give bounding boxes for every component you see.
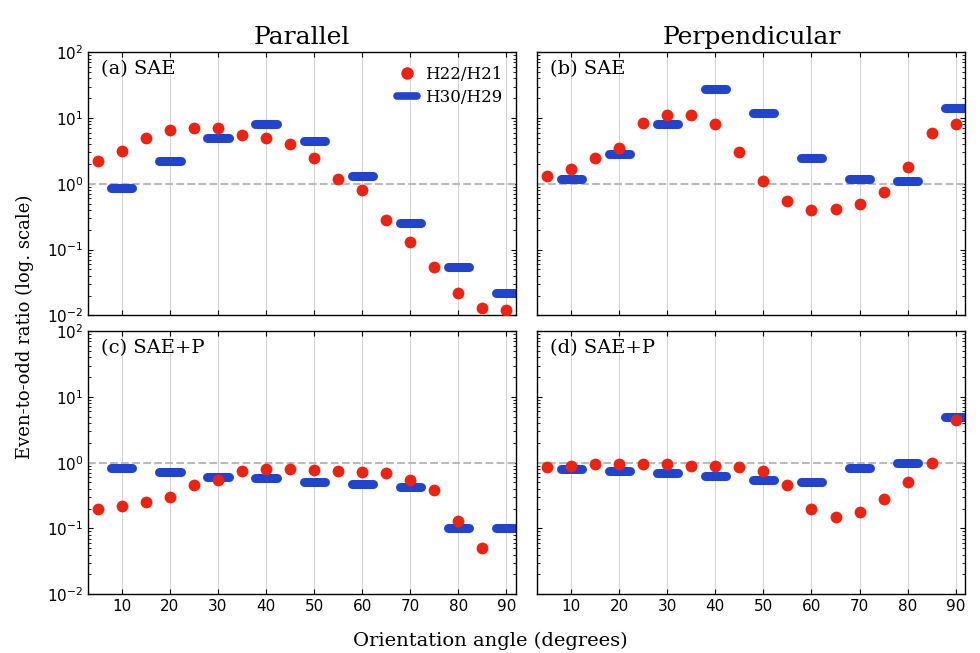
Text: Orientation angle (degrees): Orientation angle (degrees)	[353, 631, 627, 650]
Legend: H22/H21, H30/H29: H22/H21, H30/H29	[392, 61, 508, 111]
Text: (a) SAE: (a) SAE	[101, 60, 175, 78]
Title: Parallel: Parallel	[254, 26, 350, 49]
Text: Even-to-odd ratio (log. scale): Even-to-odd ratio (log. scale)	[16, 195, 33, 458]
Text: (c) SAE+P: (c) SAE+P	[101, 339, 205, 357]
Text: (b) SAE: (b) SAE	[551, 60, 625, 78]
Text: (d) SAE+P: (d) SAE+P	[551, 339, 656, 357]
Title: Perpendicular: Perpendicular	[662, 26, 841, 49]
